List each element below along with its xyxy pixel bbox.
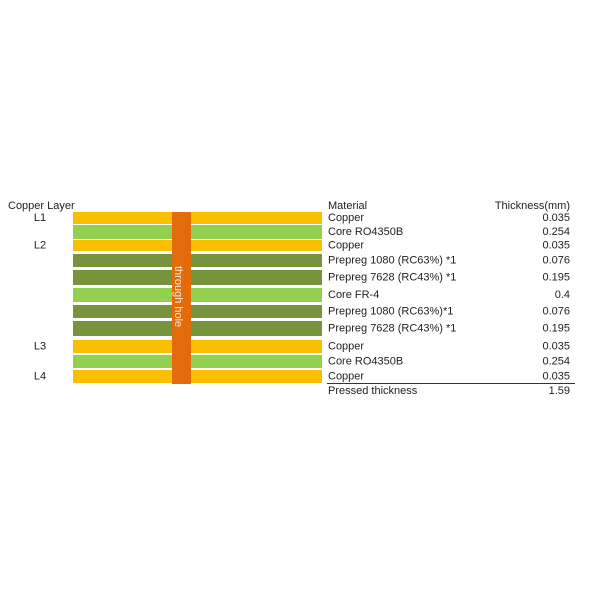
thickness: 0.195: [542, 322, 570, 334]
through-hole-label: through hole: [172, 266, 184, 327]
layer-band: [73, 240, 322, 251]
thickness: 0.4: [555, 289, 570, 301]
header-copper-layer: Copper Layer: [8, 200, 75, 212]
material: Copper: [328, 239, 364, 251]
layer-band: [73, 321, 322, 336]
layers: L1 Copper 0.035 Core RO4350B 0.254 L2 Copper 0.…: [34, 212, 570, 383]
header-thickness: Thickness(mm): [495, 200, 570, 212]
thickness: 0.195: [542, 271, 570, 283]
thickness: 0.035: [542, 340, 570, 352]
thickness: 0.076: [542, 305, 570, 317]
total-thickness: 1.59: [549, 385, 570, 397]
through-hole: [172, 212, 191, 384]
material: Core FR-4: [328, 289, 379, 301]
layer-label: L3: [34, 340, 46, 352]
material: Prepreg 1080 (RC63%) *1: [328, 254, 456, 266]
layer-band: [73, 288, 322, 302]
layer-band: [73, 305, 322, 318]
layer-label: L4: [34, 370, 46, 382]
material: Prepreg 7628 (RC43%) *1: [328, 271, 456, 283]
material: Core RO4350B: [328, 355, 403, 367]
layer-band: [73, 270, 322, 285]
thickness: 0.035: [542, 212, 570, 224]
layer-band: [73, 225, 322, 239]
material: Copper: [328, 340, 364, 352]
thickness: 0.076: [542, 254, 570, 266]
thickness: 0.254: [542, 226, 570, 238]
layer-band: [73, 254, 322, 267]
layer-band: [73, 370, 322, 383]
layer-band: [73, 340, 322, 353]
material: Core RO4350B: [328, 226, 403, 238]
material: Prepreg 7628 (RC43%) *1: [328, 322, 456, 334]
material: Prepreg 1080 (RC63%)*1: [328, 305, 453, 317]
layer-label: L2: [34, 239, 46, 251]
total-label: Pressed thickness: [328, 385, 418, 397]
layer-band: [73, 355, 322, 368]
material: Copper: [328, 370, 364, 382]
thickness: 0.035: [542, 370, 570, 382]
thickness: 0.035: [542, 239, 570, 251]
layer-band: [73, 212, 322, 224]
header-material: Material: [328, 200, 367, 212]
layer-label: L1: [34, 212, 46, 224]
thickness: 0.254: [542, 355, 570, 367]
material: Copper: [328, 212, 364, 224]
